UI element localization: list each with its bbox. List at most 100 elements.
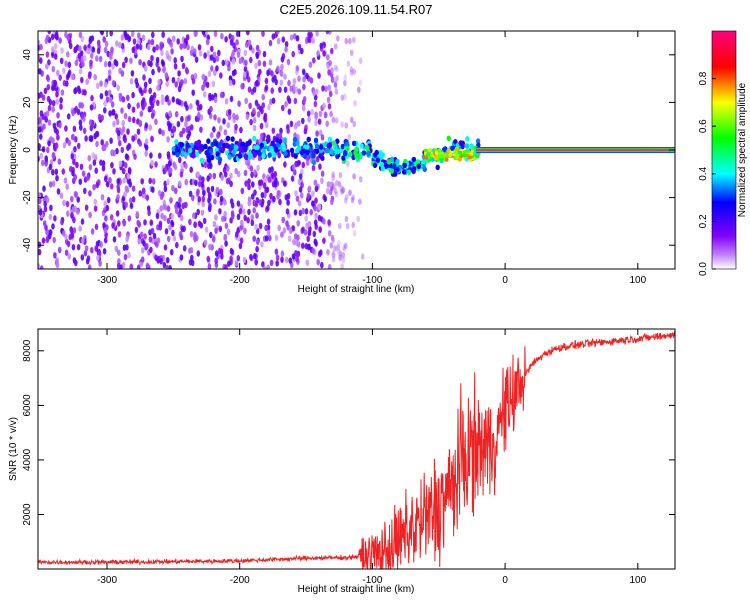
spectrogram-signal-mark bbox=[429, 153, 434, 158]
spectrogram-noise-mark bbox=[116, 178, 120, 185]
spectrogram-noise-mark bbox=[351, 194, 356, 201]
spectrogram-signal-mark bbox=[356, 153, 361, 159]
spectrogram-noise-mark bbox=[148, 177, 152, 185]
spectrogram-noise-mark bbox=[235, 231, 239, 238]
spectrogram-noise-mark bbox=[308, 61, 313, 68]
spectrogram-noise-mark bbox=[129, 202, 134, 209]
spectrogram-noise-mark bbox=[117, 249, 121, 256]
spectrogram-signal-mark bbox=[351, 140, 357, 147]
spectrogram-signal-mark bbox=[270, 140, 275, 146]
spectrogram-noise-mark bbox=[69, 165, 73, 173]
spectrogram-noise-mark bbox=[322, 50, 326, 57]
spectrogram-noise-mark bbox=[116, 84, 121, 92]
spectrogram-noise-mark bbox=[288, 257, 293, 264]
spectrogram-noise-mark bbox=[150, 55, 154, 62]
spectrogram-noise-mark bbox=[263, 192, 267, 199]
spectrogram-noise-mark bbox=[212, 126, 216, 133]
spectrogram-noise-mark bbox=[188, 218, 192, 226]
spectrogram-noise-mark bbox=[318, 129, 323, 136]
spectrogram-noise-mark bbox=[327, 69, 331, 76]
spectrogram-noise-mark bbox=[242, 256, 247, 264]
spectrogram-noise-mark bbox=[110, 162, 114, 169]
spectrogram-noise-mark bbox=[306, 192, 311, 199]
spectrogram-noise-mark bbox=[227, 260, 231, 267]
spectrogram-noise-mark bbox=[118, 92, 123, 100]
spectrogram-noise-mark bbox=[331, 250, 335, 258]
spectrogram-noise-mark bbox=[189, 49, 194, 57]
spectrogram-noise-mark bbox=[183, 77, 188, 85]
spectrogram-noise-mark bbox=[52, 236, 56, 244]
spectrogram-noise-mark bbox=[78, 119, 83, 126]
spectrogram-noise-mark bbox=[213, 69, 217, 76]
spectrogram-noise-mark bbox=[175, 241, 179, 249]
spectrogram-noise-mark bbox=[96, 39, 101, 46]
spectrogram-noise-mark bbox=[64, 125, 68, 132]
spectrogram-signal-mark bbox=[401, 169, 407, 175]
spectrogram-noise-mark bbox=[141, 187, 146, 194]
spectrogram-noise-mark bbox=[348, 37, 352, 45]
spectrogram-signal-mark bbox=[257, 151, 262, 157]
spectrogram-noise-mark bbox=[301, 161, 306, 169]
spectrogram-signal-mark bbox=[366, 150, 371, 157]
spectrogram-noise-mark bbox=[80, 113, 84, 120]
spectrogram-noise-mark bbox=[136, 102, 140, 109]
spectrogram-noise-mark bbox=[55, 98, 60, 105]
spectrogram-noise-mark bbox=[169, 197, 173, 204]
spectrogram-noise-mark bbox=[194, 56, 199, 63]
spectrogram-noise-mark bbox=[337, 249, 341, 256]
spectrogram-noise-mark bbox=[276, 65, 280, 73]
spectrogram-noise-mark bbox=[257, 60, 262, 67]
spectrogram-noise-mark bbox=[315, 156, 320, 163]
spectrogram-noise-mark bbox=[149, 246, 153, 253]
spectrogram-signal-mark bbox=[293, 153, 298, 159]
spectrogram-noise-mark bbox=[81, 60, 85, 68]
spectrogram-noise-mark bbox=[270, 166, 274, 173]
spectrogram-noise-mark bbox=[127, 116, 132, 123]
spectrogram-noise-mark bbox=[200, 209, 205, 216]
spectrogram-noise-mark bbox=[38, 209, 43, 216]
spectrogram-noise-mark bbox=[193, 48, 197, 55]
spectrogram-signal-mark bbox=[468, 155, 472, 160]
spectrogram-signal-mark bbox=[295, 148, 300, 154]
spectrogram-noise-mark bbox=[236, 213, 241, 220]
spectrogram-noise-mark bbox=[47, 119, 52, 126]
spectrogram-noise-mark bbox=[135, 43, 140, 50]
spectrogram-noise-mark bbox=[192, 212, 196, 219]
spectrogram-noise-mark bbox=[179, 171, 184, 178]
spectrogram-noise-mark bbox=[295, 35, 300, 42]
spectrogram-noise-mark bbox=[246, 159, 251, 167]
spectrogram-noise-mark bbox=[264, 77, 269, 85]
spectrogram-signal-mark bbox=[442, 153, 447, 158]
spectrogram-noise-mark bbox=[268, 39, 273, 47]
spectrogram-noise-mark bbox=[78, 31, 83, 39]
spectrogram-signal-mark bbox=[469, 143, 474, 149]
spectrogram-noise-mark bbox=[150, 112, 155, 119]
spectrogram-noise-mark bbox=[144, 138, 149, 145]
spectrogram-noise-mark bbox=[189, 247, 194, 254]
spectrogram-signal-mark bbox=[348, 151, 353, 158]
spectrogram-noise-mark bbox=[155, 44, 159, 51]
spectrogram-noise-mark bbox=[121, 261, 126, 269]
spectrogram-noise-mark bbox=[74, 136, 78, 143]
spectrogram-noise-mark bbox=[311, 247, 316, 254]
spectrogram-noise-mark bbox=[344, 215, 349, 223]
spectrogram-noise-mark bbox=[353, 100, 357, 107]
spectrogram-noise-mark bbox=[122, 177, 126, 184]
spectrogram-noise-mark bbox=[326, 54, 330, 61]
spectrogram-signal-mark bbox=[452, 150, 457, 155]
spectrogram-noise-mark bbox=[327, 84, 332, 91]
spectrogram-noise-mark bbox=[317, 118, 322, 125]
spectrogram-noise-mark bbox=[82, 127, 87, 134]
spectrogram-signal-mark bbox=[435, 164, 440, 171]
spectrogram-noise-mark bbox=[180, 162, 184, 170]
spectrogram-noise-mark bbox=[224, 222, 229, 229]
spectrogram-noise-mark bbox=[330, 76, 335, 83]
spectrogram-noise-mark bbox=[103, 175, 108, 183]
spectrogram-noise-mark bbox=[180, 214, 184, 222]
spectrogram-signal-mark bbox=[180, 150, 185, 156]
spectrogram-noise-mark bbox=[56, 69, 60, 77]
spectrogram-noise-mark bbox=[108, 96, 113, 104]
spectrogram-noise-mark bbox=[189, 166, 193, 173]
spectrogram-noise-mark bbox=[343, 242, 348, 249]
spectrogram-noise-mark bbox=[104, 90, 109, 97]
